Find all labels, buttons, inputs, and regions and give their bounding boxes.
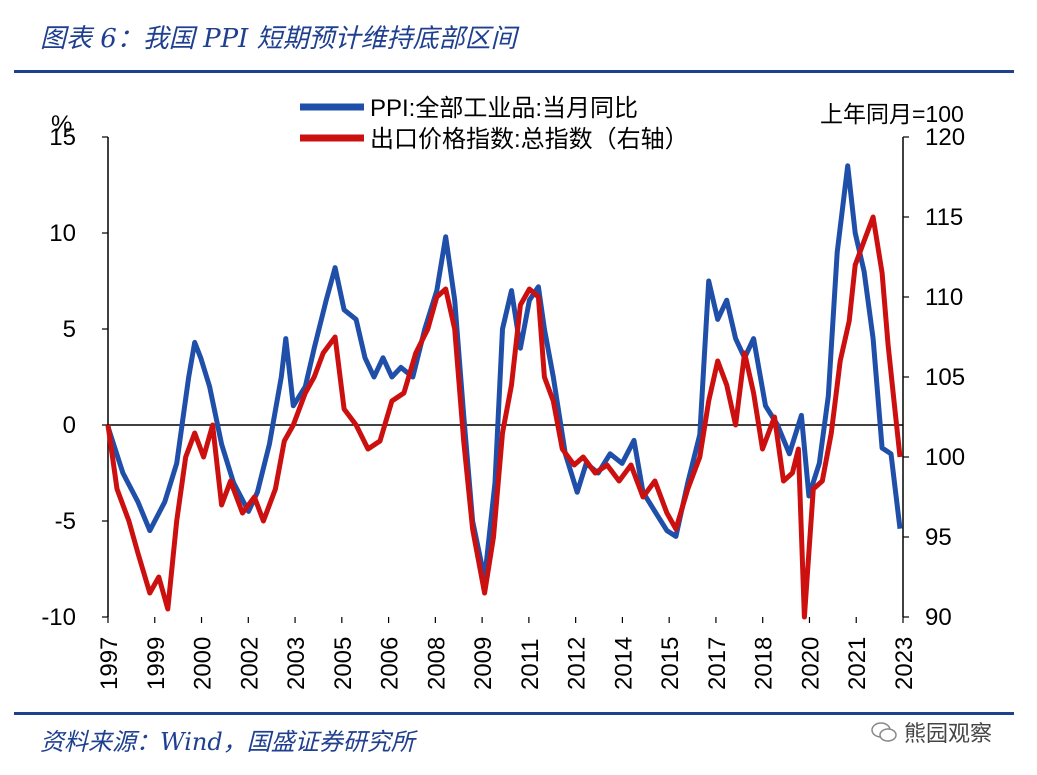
- legend: PPI:全部工业品:当月同比 出口价格指数:总指数（右轴）: [300, 95, 689, 153]
- x-tick-label: 2023: [891, 637, 918, 690]
- bottom-rule: [14, 712, 1014, 715]
- left-tick-label: -5: [55, 508, 76, 535]
- x-tick-label: 2009: [470, 637, 497, 690]
- left-axis-ticks: -10 -5 0 5 10 15: [41, 124, 108, 631]
- x-tick-label: 2012: [564, 637, 591, 690]
- left-tick-label: 10: [49, 220, 76, 247]
- export-price-series-line: [105, 214, 903, 620]
- x-tick-label: 2015: [657, 637, 684, 690]
- x-tick-label: 1997: [96, 637, 123, 690]
- x-tick-label: 2008: [423, 637, 450, 690]
- source-note: 资料来源：Wind，国盛证券研究所: [40, 728, 415, 756]
- watermark: 熊园观察: [870, 716, 992, 748]
- x-tick-label: 1999: [143, 637, 170, 690]
- right-tick-label: 100: [925, 444, 965, 471]
- left-axis-unit: %: [51, 111, 72, 138]
- left-tick-label: 15: [49, 124, 76, 151]
- chart: -10 -5 0 5 10 15 90 95 100 105 110 115 120 1997 1999…: [41, 95, 965, 690]
- legend-label-ppi: PPI:全部工业品:当月同比: [370, 95, 638, 122]
- right-tick-label: 90: [925, 604, 952, 631]
- chart-axes: [107, 137, 904, 617]
- right-axis-ticks: 90 95 100 105 110 115 120: [903, 124, 965, 631]
- legend-label-export: 出口价格指数:总指数（右轴）: [370, 126, 689, 153]
- left-tick-label: 0: [63, 412, 76, 439]
- right-tick-label: 115: [925, 204, 963, 231]
- ppi-series-line: [105, 163, 903, 582]
- left-tick-label: 5: [63, 316, 76, 343]
- top-rule: [14, 70, 1014, 73]
- x-tick-label: 2006: [377, 637, 404, 690]
- x-tick-label: 2011: [517, 638, 544, 690]
- figure-title: 图表 6：我国 PPI 短期预计维持底部区间: [40, 24, 517, 54]
- x-axis-ticks: 1997 1999 2000 2002 2003 2005 2006 2008 2009 2011…: [96, 617, 918, 690]
- x-tick-label: 2002: [236, 637, 263, 690]
- x-tick-label: 2020: [797, 637, 824, 690]
- wechat-icon: [871, 722, 897, 742]
- x-tick-label: 2017: [704, 637, 731, 690]
- right-axis-unit: 上年同月=100: [820, 101, 964, 127]
- series-layer: [105, 163, 903, 620]
- right-tick-label: 95: [925, 524, 952, 551]
- x-tick-label: 2005: [330, 637, 357, 690]
- right-tick-label: 110: [925, 284, 963, 311]
- right-tick-label: 105: [925, 364, 965, 391]
- left-tick-label: -10: [41, 604, 76, 631]
- right-tick-label: 120: [925, 124, 965, 151]
- x-tick-label: 2021: [844, 637, 871, 690]
- x-tick-label: 2000: [190, 637, 217, 690]
- x-tick-label: 2014: [610, 637, 637, 690]
- x-tick-label: 2018: [751, 637, 778, 690]
- x-tick-label: 2003: [283, 637, 310, 690]
- watermark-text: 熊园观察: [904, 722, 993, 747]
